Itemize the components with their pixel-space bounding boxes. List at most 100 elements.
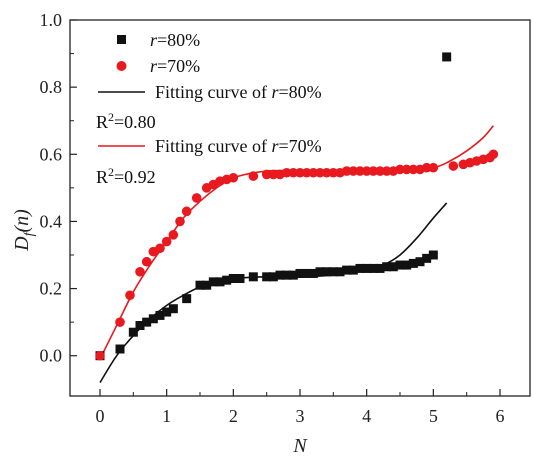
data-point-r80 bbox=[368, 263, 378, 273]
y-axis-title: Df(n) bbox=[11, 209, 37, 252]
legend-label-fit80: Fitting curve of r=80% bbox=[155, 82, 322, 102]
data-point-r70 bbox=[315, 167, 325, 178]
data-point-r80 bbox=[402, 260, 412, 270]
data-point-r70 bbox=[428, 162, 439, 173]
data-points bbox=[95, 52, 499, 361]
axis-tick-labels: 0 1 2 3 4 5 6 0.0 0.2 0.4 0.6 0.8 1.0 bbox=[40, 10, 505, 426]
data-point-r80 bbox=[355, 263, 365, 273]
x-tick-label: 4 bbox=[362, 406, 371, 426]
data-point-r80 bbox=[208, 277, 218, 287]
data-point-r80 bbox=[168, 304, 178, 314]
data-point-r70 bbox=[181, 206, 192, 217]
x-tick-label: 1 bbox=[162, 406, 171, 426]
legend-label-r70: r=70% bbox=[150, 56, 200, 76]
data-point-r80 bbox=[428, 250, 438, 260]
data-point-r70 bbox=[401, 164, 412, 175]
x-tick-label: 0 bbox=[96, 406, 105, 426]
data-point-r80 bbox=[422, 253, 432, 263]
data-point-r80 bbox=[308, 268, 318, 278]
data-point-r80 bbox=[215, 277, 225, 287]
data-point-r80 bbox=[155, 310, 165, 320]
data-point-r80 bbox=[348, 265, 358, 275]
data-point-r70 bbox=[355, 166, 365, 176]
data-point-r80 bbox=[315, 267, 325, 277]
data-point-r80 bbox=[415, 257, 425, 267]
data-point-r70 bbox=[348, 166, 359, 176]
data-point-r80 bbox=[322, 267, 332, 277]
data-point-r70 bbox=[288, 167, 299, 178]
data-point-r70 bbox=[175, 216, 185, 227]
x-tick-label: 3 bbox=[296, 406, 305, 426]
data-point-r70 bbox=[115, 317, 125, 327]
data-point-r70 bbox=[341, 166, 352, 176]
data-point-r80 bbox=[282, 270, 292, 280]
data-point-r70 bbox=[161, 236, 172, 247]
data-point-r80 bbox=[262, 272, 272, 282]
data-point-r80 bbox=[388, 262, 398, 272]
data-point-r70 bbox=[281, 167, 292, 178]
data-point-r70 bbox=[488, 149, 499, 160]
data-point-r70 bbox=[248, 171, 259, 181]
data-point-r80 bbox=[328, 267, 338, 277]
y-tick-label: 0.0 bbox=[40, 346, 63, 366]
data-point-r70 bbox=[421, 162, 432, 173]
data-point-r70 bbox=[448, 161, 459, 171]
data-point-r80 bbox=[375, 263, 385, 273]
data-point-r80 bbox=[342, 265, 352, 275]
data-point-r70 bbox=[368, 166, 379, 176]
legend: r=80% r=70% Fitting curve of r=80% R2=0.… bbox=[96, 30, 322, 187]
data-point-r80 bbox=[248, 272, 258, 282]
legend-label-r80: r=80% bbox=[150, 30, 200, 50]
data-point-r80 bbox=[288, 270, 298, 280]
data-point-r70 bbox=[168, 230, 179, 240]
data-point-r80 bbox=[195, 280, 205, 290]
data-point-r80 bbox=[382, 262, 392, 272]
axis-ticks bbox=[70, 19, 501, 396]
x-tick-label: 6 bbox=[496, 406, 505, 426]
data-point-r80 bbox=[135, 321, 145, 330]
data-point-r80 bbox=[442, 52, 452, 62]
legend-marker-square bbox=[117, 35, 126, 44]
data-point-r70 bbox=[125, 290, 135, 301]
x-axis-title: N bbox=[292, 435, 308, 457]
data-point-r70 bbox=[295, 167, 305, 178]
plot-frame bbox=[69, 19, 531, 397]
data-point-r70 bbox=[301, 167, 312, 178]
legend-marker-circle bbox=[116, 61, 127, 71]
data-point-r70 bbox=[135, 266, 145, 277]
data-point-r80 bbox=[142, 317, 152, 327]
data-point-r70 bbox=[395, 164, 405, 175]
data-point-r70 bbox=[191, 193, 202, 203]
data-point-r80 bbox=[395, 260, 405, 270]
data-point-r80 bbox=[115, 344, 125, 354]
data-point-r80 bbox=[222, 275, 232, 285]
fit-curve-r80 bbox=[99, 202, 448, 383]
y-tick-label: 0.4 bbox=[40, 211, 63, 231]
data-point-r80 bbox=[202, 280, 212, 290]
data-point-r70 bbox=[328, 167, 339, 178]
data-point-r70 bbox=[381, 166, 392, 176]
data-point-r70 bbox=[95, 350, 105, 361]
data-point-r70 bbox=[308, 167, 319, 178]
data-point-r80 bbox=[275, 270, 285, 280]
data-point-r70 bbox=[155, 243, 165, 254]
data-point-r70 bbox=[408, 164, 419, 175]
data-point-r80 bbox=[268, 272, 278, 282]
data-point-r80 bbox=[162, 307, 172, 317]
data-point-r80 bbox=[128, 327, 138, 337]
data-point-r80 bbox=[408, 258, 418, 268]
y-tick-label: 0.8 bbox=[40, 77, 63, 97]
data-point-r80 bbox=[335, 267, 345, 277]
legend-label-fit70: Fitting curve of r=70% bbox=[155, 136, 322, 156]
data-point-r80 bbox=[148, 314, 158, 324]
data-point-r80 bbox=[228, 274, 238, 283]
data-point-r70 bbox=[361, 166, 372, 176]
data-point-r70 bbox=[268, 169, 279, 180]
data-point-r70 bbox=[228, 172, 239, 183]
data-point-r70 bbox=[321, 167, 332, 178]
x-tick-label: 5 bbox=[429, 406, 438, 426]
data-point-r80 bbox=[182, 294, 192, 304]
r2-annotation-70: R2=0.92 bbox=[96, 165, 156, 187]
data-point-r70 bbox=[375, 166, 385, 176]
